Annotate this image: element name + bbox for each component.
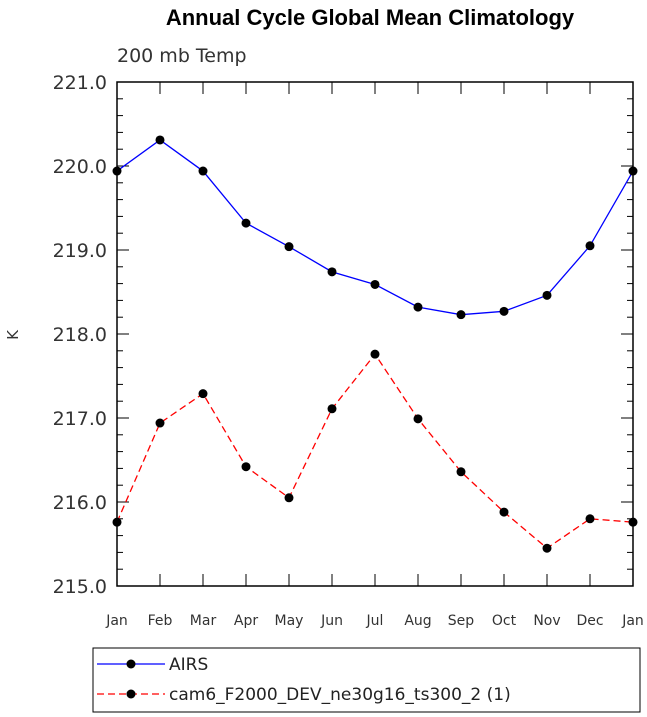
series-1-point	[585, 514, 595, 524]
series-1-point	[155, 418, 165, 428]
x-tick-label: Sep	[448, 613, 475, 629]
y-tick-label: 216.0	[53, 492, 107, 514]
series-1-point	[628, 517, 638, 527]
x-tick-label: Feb	[148, 613, 173, 629]
series-0-point	[585, 241, 595, 251]
x-tick-label: Jan	[105, 613, 128, 629]
y-tick-label: 218.0	[53, 324, 107, 346]
legend: AIRS cam6_F2000_DEV_ne30g16_ts300_2 (1)	[92, 647, 641, 713]
x-tick-label: Nov	[533, 613, 560, 629]
x-tick-label: May	[275, 613, 304, 629]
plot-area: 215.0 216.0 217.0 218.0 219.0 220.0 221.0 Jan Fe…	[53, 72, 644, 629]
x-tick-label: Mar	[190, 613, 217, 629]
legend-label-0: AIRS	[169, 655, 208, 675]
series-0-point	[413, 302, 423, 312]
x-tick-label: Jan	[621, 613, 644, 629]
y-tick-label: 215.0	[53, 576, 107, 598]
x-tick-label: Jun	[320, 613, 343, 629]
series-1-point	[370, 349, 380, 359]
y-tick-label: 217.0	[53, 408, 107, 430]
series-0-point	[456, 310, 466, 320]
y-axis-label: K	[4, 329, 22, 340]
series-1-point	[284, 493, 294, 503]
x-tick-label: Oct	[492, 613, 517, 629]
plot-frame	[116, 81, 634, 587]
series-1-point	[542, 543, 552, 553]
legend-label-1: cam6_F2000_DEV_ne30g16_ts300_2 (1)	[169, 685, 511, 705]
legend-marker-0	[126, 659, 136, 669]
legend-marker-1	[126, 689, 136, 699]
series-1-point	[327, 404, 337, 414]
series-0-point	[542, 290, 552, 300]
series-0-point	[155, 135, 165, 145]
chart-title: Annual Cycle Global Mean Climatology	[166, 5, 575, 30]
x-tick-label: Jul	[366, 613, 384, 629]
series-0-point	[499, 306, 509, 316]
y-tick-label: 221.0	[53, 72, 107, 94]
series-1-point	[456, 467, 466, 477]
series-line-1	[116, 353, 634, 550]
series-0-point	[284, 242, 294, 252]
series-0-point	[370, 279, 380, 289]
legend-box	[92, 647, 641, 713]
series-1-point	[241, 462, 251, 472]
series-1-point	[112, 517, 122, 527]
series-0-point	[112, 166, 122, 176]
series-1-point	[413, 414, 423, 424]
x-tick-label: Apr	[234, 613, 258, 629]
series-0-point	[241, 218, 251, 228]
series-1-point	[499, 507, 509, 517]
series-0-point	[198, 166, 208, 176]
series-0-point	[327, 267, 337, 277]
x-tick-label: Aug	[404, 613, 431, 629]
y-tick-label: 220.0	[53, 156, 107, 178]
x-tick-label: Dec	[576, 613, 603, 629]
chart-subtitle: 200 mb Temp	[117, 45, 247, 67]
y-tick-label: 219.0	[53, 240, 107, 262]
series-1-point	[198, 389, 208, 399]
series-0-point	[628, 166, 638, 176]
